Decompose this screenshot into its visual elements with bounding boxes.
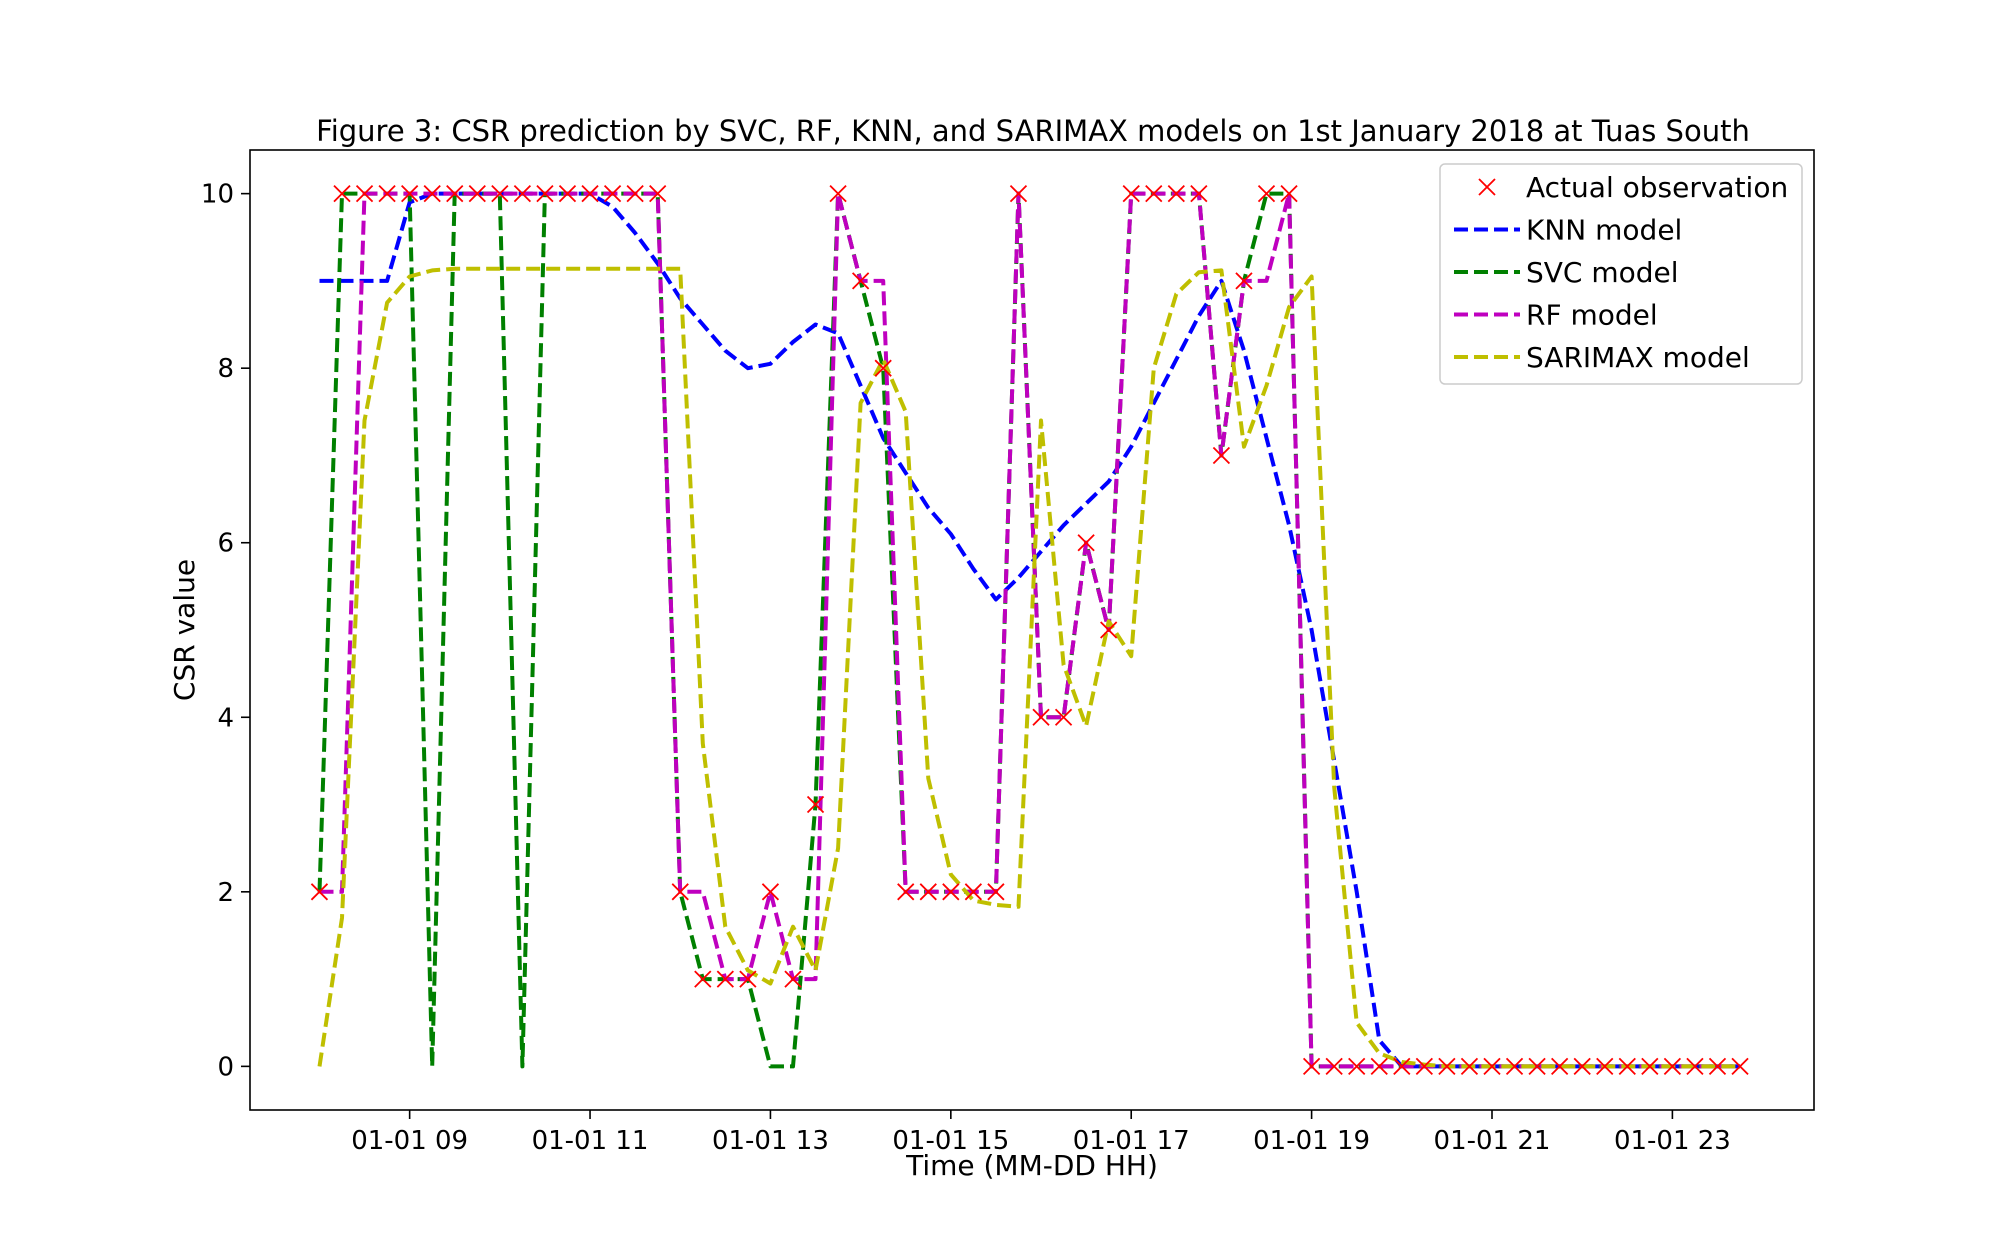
x-axis-label: Time (MM-DD HH) bbox=[905, 1149, 1158, 1182]
legend-label-rf-model: RF model bbox=[1526, 299, 1658, 332]
observation-marker bbox=[1483, 1057, 1501, 1075]
observation-marker bbox=[1302, 1057, 1321, 1075]
observation-marker bbox=[874, 359, 892, 377]
observation-marker bbox=[1190, 184, 1208, 203]
observation-marker bbox=[423, 184, 441, 203]
observation-marker bbox=[987, 883, 1005, 901]
y-axis-label: CSR value bbox=[168, 559, 201, 701]
observation-marker bbox=[446, 184, 464, 203]
observation-marker bbox=[1167, 184, 1185, 203]
observation-marker bbox=[1596, 1057, 1614, 1075]
observation-marker bbox=[1009, 184, 1028, 203]
legend-swatch-actual-observation bbox=[1478, 178, 1496, 196]
observation-marker bbox=[355, 184, 374, 203]
observation-marker bbox=[1257, 184, 1276, 203]
legend-box bbox=[1439, 163, 1803, 385]
x-tick-label: 01-01 19 bbox=[1253, 1126, 1370, 1156]
y-tick-label: 6 bbox=[217, 529, 234, 559]
observation-marker bbox=[1054, 708, 1073, 726]
observation-marker bbox=[1325, 1057, 1343, 1075]
observation-marker bbox=[491, 184, 509, 203]
y-tick-label: 0 bbox=[217, 1052, 234, 1082]
observation-marker bbox=[1032, 708, 1050, 726]
actual-observation-markers bbox=[310, 184, 1749, 1075]
x-tick-label: 01-01 11 bbox=[532, 1126, 649, 1156]
observation-marker bbox=[1122, 184, 1140, 203]
observation-marker bbox=[536, 184, 554, 203]
observation-marker bbox=[626, 184, 644, 203]
observation-marker bbox=[1708, 1057, 1727, 1075]
observation-marker bbox=[851, 272, 870, 290]
observation-marker bbox=[1528, 1057, 1546, 1075]
observation-marker bbox=[694, 970, 712, 988]
observation-marker bbox=[1212, 446, 1231, 465]
observation-marker bbox=[1731, 1057, 1749, 1075]
y-tick-label: 8 bbox=[217, 354, 234, 384]
y-tick-label: 4 bbox=[217, 703, 234, 733]
observation-marker bbox=[1551, 1057, 1569, 1075]
observation-marker bbox=[1573, 1057, 1591, 1075]
legend-label-svc-model: SVC model bbox=[1526, 256, 1679, 289]
observation-marker bbox=[897, 883, 915, 901]
observation-marker bbox=[1438, 1057, 1456, 1075]
x-axis: 01-01 09 01-01 11 01-01 13 01-01 15 01-01 17… bbox=[351, 1110, 1731, 1156]
observation-marker bbox=[761, 883, 780, 901]
observation-marker bbox=[1641, 1057, 1659, 1075]
observation-marker bbox=[581, 184, 599, 203]
observation-marker bbox=[1280, 184, 1298, 203]
observation-marker bbox=[468, 184, 486, 203]
observation-marker bbox=[558, 184, 577, 203]
observation-marker bbox=[784, 970, 802, 988]
observation-marker bbox=[1100, 621, 1118, 639]
x-tick-label: 01-01 13 bbox=[712, 1126, 829, 1156]
observation-marker bbox=[1686, 1057, 1704, 1075]
legend-label-sarimax-model: SARIMAX model bbox=[1526, 341, 1750, 374]
plot-frame bbox=[249, 149, 1815, 1111]
x-tick-label: 01-01 09 bbox=[351, 1126, 468, 1156]
legend: Actual observation KNN model SVC model RF m… bbox=[1439, 163, 1803, 385]
observation-marker bbox=[1460, 1057, 1479, 1075]
observation-marker bbox=[1077, 534, 1095, 552]
y-axis: 0 2 4 6 8 10 bbox=[201, 180, 250, 1082]
observation-marker bbox=[1663, 1057, 1682, 1075]
legend-label-actual-observation: Actual observation bbox=[1526, 171, 1788, 204]
observation-marker bbox=[942, 883, 960, 901]
observation-marker bbox=[716, 970, 734, 988]
observation-marker bbox=[1505, 1057, 1524, 1075]
y-tick-label: 2 bbox=[217, 878, 234, 908]
observation-marker bbox=[1235, 272, 1253, 290]
x-tick-label: 01-01 21 bbox=[1434, 1126, 1551, 1156]
observation-marker bbox=[603, 184, 622, 203]
y-tick-label: 10 bbox=[201, 180, 234, 210]
sarimax-model-line bbox=[317, 266, 1740, 1069]
observation-marker bbox=[964, 883, 983, 901]
observation-marker bbox=[919, 883, 937, 901]
x-tick-label: 01-01 23 bbox=[1614, 1126, 1731, 1156]
observation-marker bbox=[806, 795, 825, 814]
observation-marker bbox=[829, 184, 847, 203]
observation-marker bbox=[739, 970, 757, 988]
observation-marker bbox=[310, 883, 329, 901]
observation-marker bbox=[1145, 184, 1163, 203]
observation-marker bbox=[1618, 1057, 1636, 1075]
observation-marker bbox=[649, 184, 667, 203]
observation-marker bbox=[333, 184, 351, 203]
observation-marker bbox=[671, 883, 689, 901]
legend-label-knn-model: KNN model bbox=[1526, 214, 1682, 247]
observation-marker bbox=[1370, 1057, 1388, 1075]
observation-marker bbox=[1415, 1057, 1433, 1075]
x-tick-label: 01-01 17 bbox=[1073, 1126, 1190, 1156]
observation-marker bbox=[1393, 1057, 1411, 1075]
chart-title: Figure 3: CSR prediction by SVC, RF, KNN… bbox=[316, 114, 1750, 148]
series-layer bbox=[310, 184, 1749, 1075]
observation-marker bbox=[513, 184, 532, 203]
observation-marker bbox=[401, 184, 419, 203]
x-tick-label: 01-01 15 bbox=[892, 1126, 1009, 1156]
observation-marker bbox=[1348, 1057, 1366, 1075]
observation-marker bbox=[378, 184, 396, 203]
